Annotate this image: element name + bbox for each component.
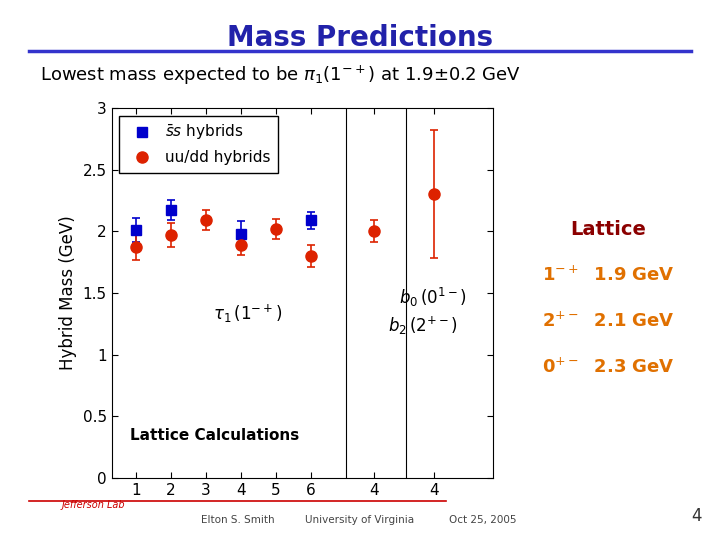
Text: $b_0\,(0^{1-})$: $b_0\,(0^{1-})$	[399, 286, 467, 309]
Text: Lowest mass expected to be $\pi_1(1^{-+})$ at 1.9$\pm$0.2 GeV: Lowest mass expected to be $\pi_1(1^{-+}…	[40, 64, 521, 87]
Text: Lattice Calculations: Lattice Calculations	[130, 428, 300, 443]
Text: Elton S. Smith: Elton S. Smith	[201, 515, 274, 525]
Text: 2$^{+-}$  2.1 GeV: 2$^{+-}$ 2.1 GeV	[542, 312, 675, 331]
Legend: $\bar{s}s$ hybrids, uu/dd hybrids: $\bar{s}s$ hybrids, uu/dd hybrids	[120, 116, 278, 173]
Text: Jefferson Lab: Jefferson Lab	[62, 500, 125, 510]
Text: 4: 4	[691, 507, 702, 525]
Text: Lattice: Lattice	[570, 220, 647, 239]
Text: $b_2\,(2^{+-})$: $b_2\,(2^{+-})$	[388, 315, 458, 338]
Text: Mass Predictions: Mass Predictions	[227, 24, 493, 52]
Y-axis label: Hybrid Mass (GeV): Hybrid Mass (GeV)	[59, 215, 77, 370]
Text: 1$^{-+}$  1.9 GeV: 1$^{-+}$ 1.9 GeV	[542, 266, 675, 285]
Text: University of Virginia: University of Virginia	[305, 515, 415, 525]
Text: 0$^{+-}$  2.3 GeV: 0$^{+-}$ 2.3 GeV	[542, 357, 675, 377]
Text: Oct 25, 2005: Oct 25, 2005	[449, 515, 516, 525]
Text: $\tau_1\,(1^{-+})$: $\tau_1\,(1^{-+})$	[213, 303, 282, 325]
